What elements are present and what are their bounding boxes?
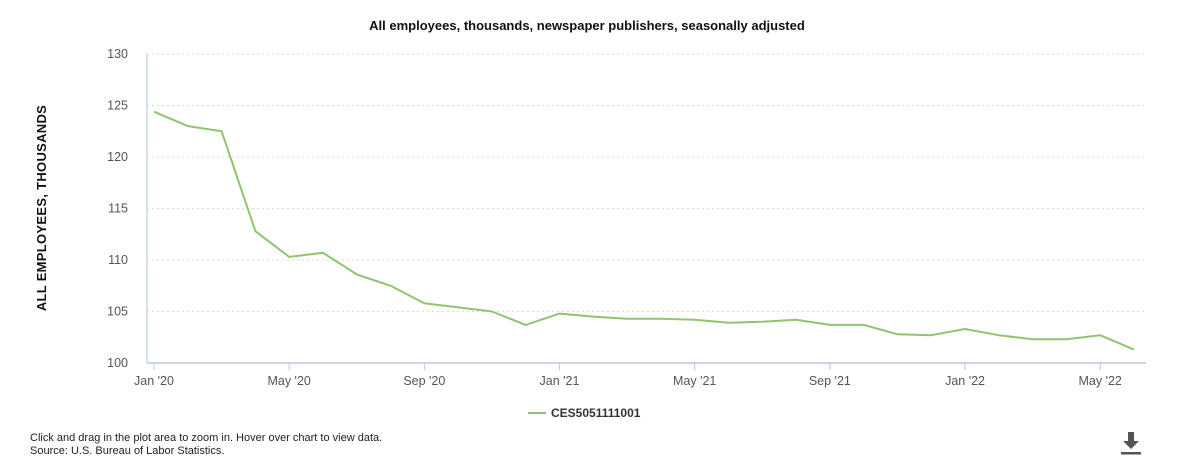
data-point[interactable] [217, 126, 227, 136]
y-tick-labels: 100 105 110 115 120 125 130 [107, 47, 128, 370]
y-tick-label: 110 [108, 253, 128, 267]
data-point[interactable] [588, 312, 598, 322]
data-point[interactable] [183, 121, 193, 131]
x-tick-label: May '22 [1079, 374, 1122, 388]
data-point[interactable] [791, 315, 801, 325]
data-point[interactable] [250, 226, 260, 236]
data-point[interactable] [386, 281, 396, 291]
data-point[interactable] [352, 269, 362, 279]
gridlines [147, 53, 1146, 312]
data-point[interactable] [690, 315, 700, 325]
data-point[interactable] [723, 318, 733, 328]
data-point[interactable] [926, 330, 936, 340]
x-tick-labels: Jan '20 May '20 Sep '20 Jan '21 May '21 Sep '… [134, 374, 1122, 388]
data-point[interactable] [892, 329, 902, 339]
y-tick-label: 130 [107, 47, 128, 61]
series-layer[interactable] [149, 107, 1139, 355]
data-point[interactable] [960, 324, 970, 334]
data-point[interactable] [453, 302, 463, 312]
data-point[interactable] [149, 107, 159, 117]
data-point[interactable] [1028, 334, 1038, 344]
data-point[interactable] [622, 314, 632, 324]
data-point[interactable] [521, 320, 531, 330]
data-point[interactable] [284, 252, 294, 262]
x-tick-label: May '20 [267, 374, 310, 388]
x-tick-label: Sep '20 [403, 374, 445, 388]
data-point[interactable] [487, 307, 497, 317]
y-axis-label: ALL EMPLOYEES, THOUSANDS [34, 105, 49, 311]
data-point[interactable] [419, 298, 429, 308]
series-line[interactable] [153, 110, 1135, 351]
zoom-instruction: Click and drag in the plot area to zoom … [30, 432, 383, 444]
y-tick-label: 120 [107, 150, 128, 164]
y-tick-label: 125 [107, 99, 128, 113]
data-point[interactable] [656, 314, 666, 324]
chart-title: All employees, thousands, newspaper publ… [369, 18, 805, 33]
y-tick-label: 115 [108, 202, 128, 216]
x-tick-label: Jan '22 [945, 374, 985, 388]
x-tick-label: Jan '20 [134, 374, 174, 388]
data-point[interactable] [859, 320, 869, 330]
source-note: Source: U.S. Bureau of Labor Statistics. [30, 445, 225, 457]
data-point[interactable] [318, 248, 328, 258]
data-point[interactable] [757, 317, 767, 327]
legend[interactable]: CES5051111001 [528, 406, 641, 420]
data-point[interactable] [1095, 330, 1105, 340]
data-point[interactable] [1061, 334, 1071, 344]
data-point[interactable] [1129, 345, 1139, 355]
download-button[interactable] [1118, 430, 1144, 456]
axes [146, 54, 1146, 370]
download-icon [1121, 432, 1141, 455]
y-tick-label: 105 [107, 305, 128, 319]
x-tick-label: Sep '21 [809, 374, 851, 388]
data-point[interactable] [555, 309, 565, 319]
x-tick-label: Jan '21 [540, 374, 580, 388]
data-point[interactable] [994, 330, 1004, 340]
legend-item-label[interactable]: CES5051111001 [551, 406, 641, 420]
y-tick-label: 100 [107, 356, 128, 370]
x-tick-label: May '21 [673, 374, 716, 388]
data-point[interactable] [825, 320, 835, 330]
